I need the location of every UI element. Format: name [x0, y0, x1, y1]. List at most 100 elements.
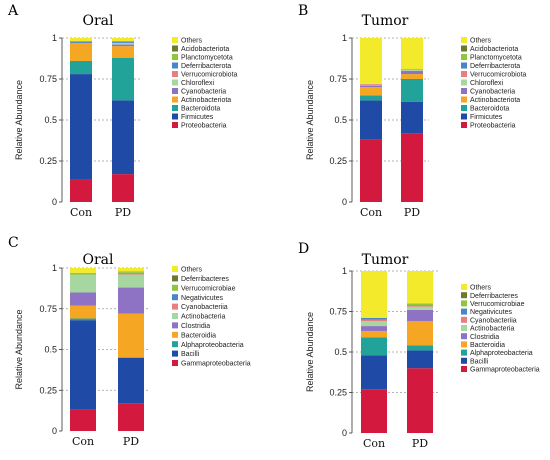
bar-segment-gammaproteobacteria [361, 389, 387, 433]
bar-segment-clostridia [361, 326, 387, 331]
bar-segment-negativicutes [361, 317, 387, 320]
legend-swatch [172, 266, 178, 272]
y-tick-label: 0.75 [39, 74, 57, 84]
legend-swatch [172, 37, 178, 43]
bar-segment-firmicutes [70, 74, 92, 180]
x-category-label: PD [123, 435, 139, 448]
bar-segment-actinobacteriota [112, 46, 134, 58]
y-tick-label: 0.25 [329, 156, 347, 166]
legend-label: Bacilli [181, 351, 200, 358]
bar-segment-clostridia [118, 287, 144, 314]
legend-label: Deferribacteres [470, 293, 518, 300]
bar-segment-cyanobacteria [112, 44, 134, 47]
y-tick-label: 0.75 [329, 307, 347, 317]
legend-swatch [461, 341, 467, 348]
bar-segment-cyanobacteria [401, 70, 423, 75]
x-category-label: Con [72, 435, 94, 448]
bar-segment-deferribacterota [70, 41, 92, 43]
legend-label: Chloroflexi [181, 80, 215, 87]
legend-label: Acidobacteriota [470, 46, 518, 53]
bar-segment-others [401, 38, 423, 70]
y-tick-label: 1 [52, 33, 57, 43]
legend-swatch [172, 122, 178, 128]
bar-segment-bacteroidota [70, 60, 92, 75]
y-tick-label: 0.5 [44, 345, 57, 355]
bar-segment-bacteroidota [112, 57, 134, 101]
y-tick-label: 0.25 [39, 385, 57, 395]
legend-swatch [461, 349, 467, 356]
bar-segment-alphaproteobacteria [361, 337, 387, 356]
legend-label: Planctomycetota [181, 55, 233, 62]
legend-label: Verrucomicrobiae [181, 285, 236, 292]
chart-panel-a: A Oral 0 0.25 0.5 0.75 1 Relative Abundance Con P… [7, 3, 238, 219]
bar-segment-proteobacteria [401, 133, 423, 202]
x-category-label: Con [363, 437, 385, 450]
legend-swatch [461, 357, 467, 364]
bar-segment-proteobacteria [112, 174, 134, 202]
bar-segment-others [360, 38, 382, 84]
legend-label: Verrucomicrobiota [181, 72, 238, 79]
legend-swatch [461, 284, 467, 290]
legend-swatch [461, 45, 467, 52]
legend-label: Alphaproteobacteria [181, 342, 244, 349]
bar-segment-alphaproteobacteria [70, 318, 96, 321]
y-axis-label: Relative Abundance [305, 312, 315, 392]
chart-panel-b: B Tumor 0 0.25 0.5 0.75 1 Relative Abundance Con… [298, 3, 527, 219]
y-tick-label: 1 [52, 263, 57, 273]
bar-segment-alphaproteobacteria [407, 345, 433, 351]
legend-swatch [461, 333, 467, 340]
legend-label: Gammaproteobacteria [181, 361, 251, 368]
bar-segment-bacteroidia [70, 305, 96, 319]
bar-segment-actinobacteriota [70, 42, 92, 61]
bar-segment-others [118, 268, 144, 272]
bar-segment-verrucomicrobiae [407, 303, 433, 306]
legend-label: Negativicutes [470, 309, 513, 316]
bar-segment-bacteroidota [360, 95, 382, 101]
legend-label: Planctomycetota [470, 55, 522, 62]
y-tick-label: 0.5 [334, 347, 347, 357]
legend-label: Firmicutes [181, 114, 214, 121]
bar-segment-firmicutes [112, 100, 134, 175]
legend-label: Verrucomicrobiota [470, 72, 527, 79]
bar-segment-gammaproteobacteria [118, 403, 144, 431]
y-tick-label: 0 [342, 428, 347, 438]
bar-segment-others [70, 268, 96, 273]
legend-swatch [172, 294, 178, 301]
panel-letter: C [8, 235, 19, 251]
chart-title: Tumor [362, 13, 409, 29]
legend-swatch [172, 341, 178, 348]
bar-segment-actinobacteria [407, 306, 433, 310]
y-axis-label: Relative Abundance [14, 80, 24, 160]
legend-swatch [172, 96, 178, 103]
legend-swatch [461, 300, 467, 307]
legend-label: Proteobacteria [181, 123, 227, 130]
legend-label: Alphaproteobacteria [470, 350, 533, 357]
bar-segment-actinobacteriota [360, 87, 382, 96]
legend-swatch [172, 54, 178, 60]
legend-swatch [172, 45, 178, 52]
x-category-label: Con [70, 206, 92, 219]
bar-segment-others [361, 271, 387, 318]
bar-segment-firmicutes [401, 101, 423, 134]
panel-letter: D [298, 241, 309, 257]
bar-segment-gammaproteobacteria [70, 409, 96, 431]
bar-segment-deferribacterota [112, 41, 134, 43]
bar-segment-chloroflexi [401, 69, 423, 71]
bar-segment-bacilli [118, 357, 144, 404]
bar-segment-chloroflexi [360, 84, 382, 86]
bar-segment-verrucomicrobiae [118, 271, 144, 273]
legend-label: Actinobacteria [181, 314, 225, 321]
legend-swatch [172, 284, 178, 291]
bar-segment-others [70, 38, 92, 42]
legend-label: Cyanobacteria [470, 89, 515, 96]
x-category-label: PD [115, 206, 131, 219]
bar-segment-clostridia [407, 309, 433, 322]
legend-label: Acidobacteriota [181, 46, 229, 53]
bar-segment-verrucomicrobiota [401, 69, 423, 70]
legend-label: Deferribacteres [181, 276, 229, 283]
y-tick-label: 0.75 [329, 74, 347, 84]
legend-swatch [461, 325, 467, 331]
bar-segment-proteobacteria [70, 179, 92, 202]
legend-label: Others [181, 38, 203, 45]
